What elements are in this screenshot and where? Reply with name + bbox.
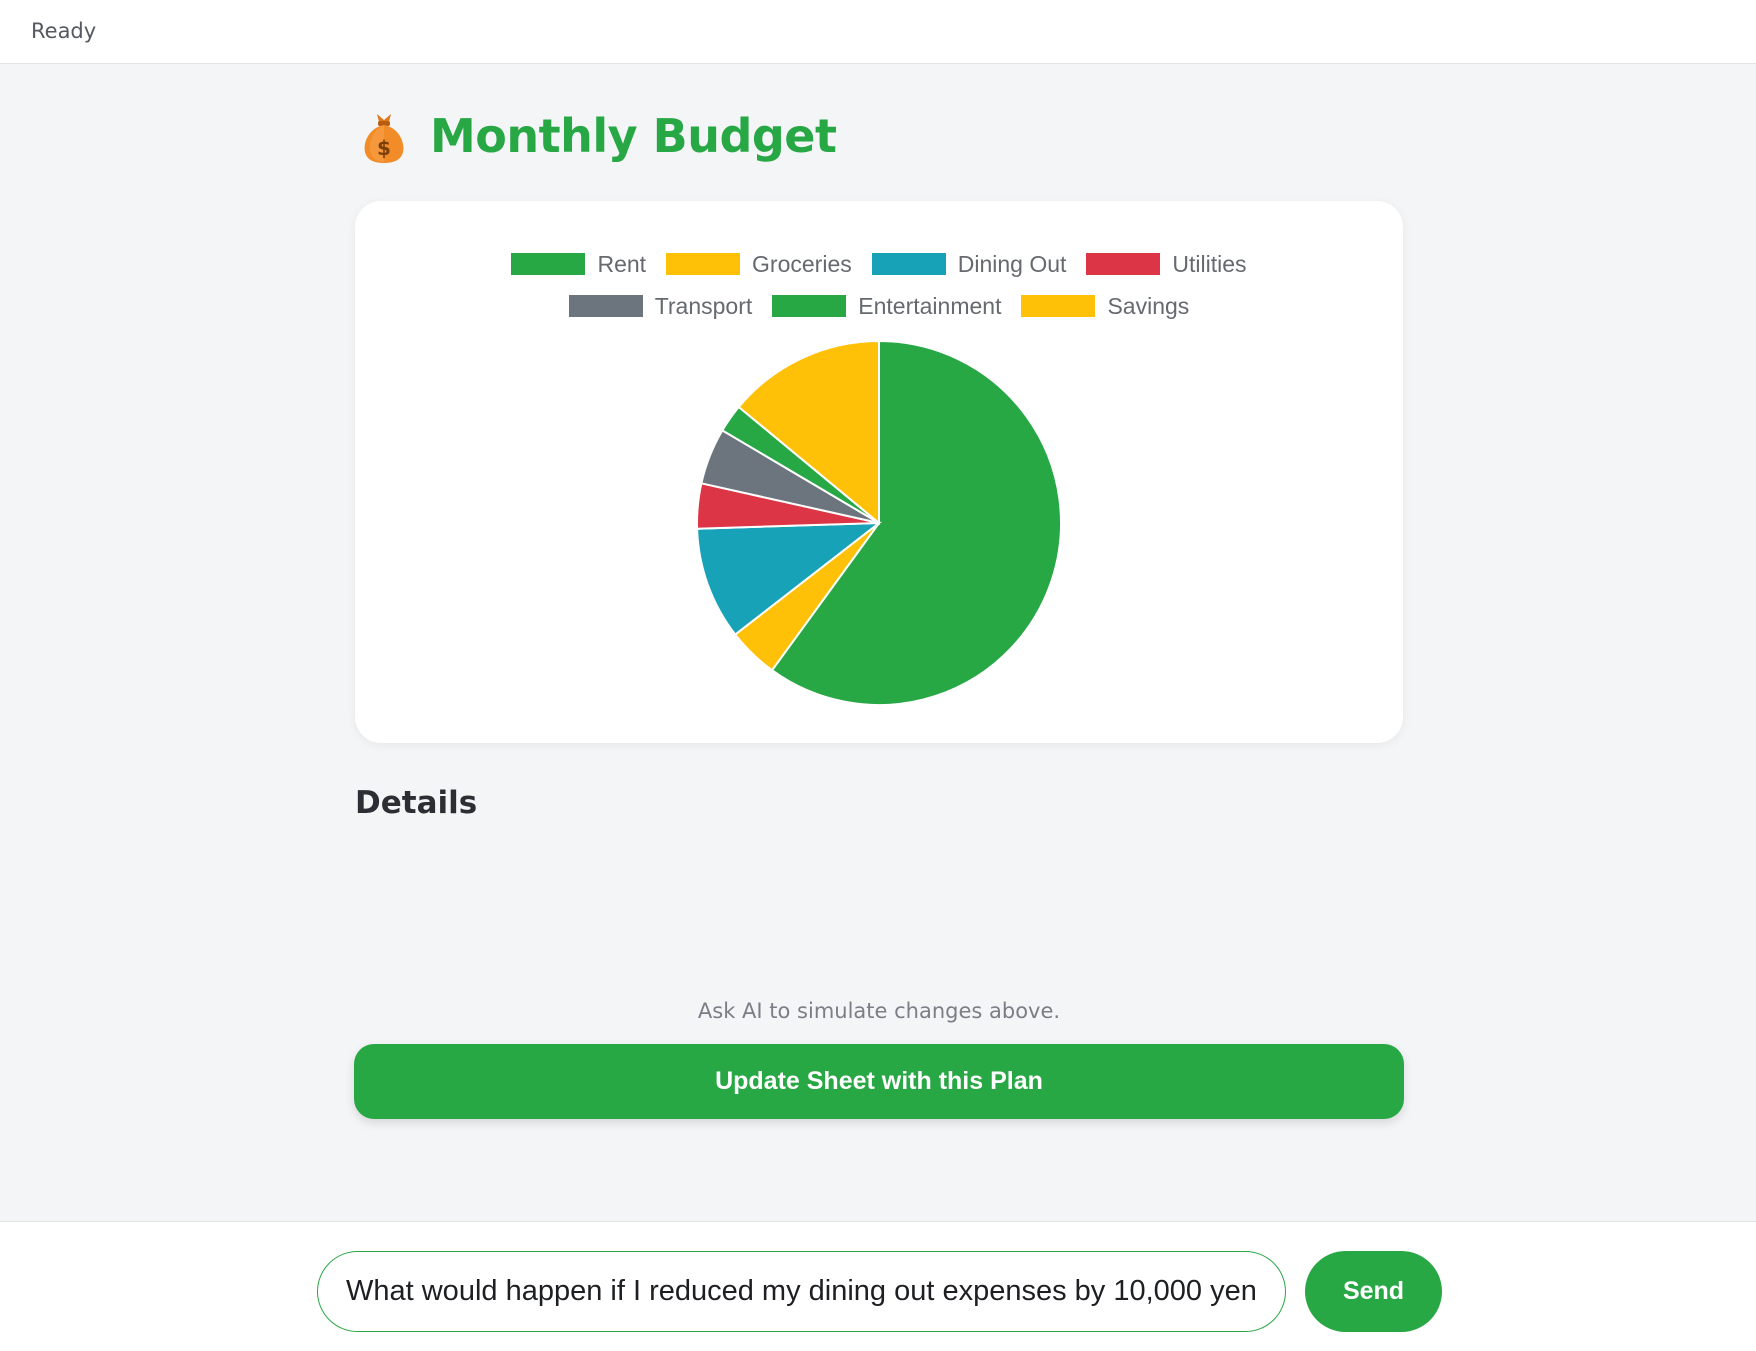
legend-swatch [871,253,946,275]
legend-item[interactable]: Savings [1021,291,1189,321]
chat-bar: Send [0,1221,1756,1351]
legend-label: Dining Out [957,250,1067,277]
legend-item[interactable]: Transport [568,291,753,321]
legend-swatch [568,295,643,317]
svg-text:$: $ [377,136,391,160]
pie-chart [696,339,1062,706]
legend-item[interactable]: Dining Out [871,249,1067,279]
legend-label: Entertainment [858,292,1002,319]
legend-label: Rent [597,250,647,277]
page-title: Monthly Budget [430,109,837,163]
pie-slice-savings[interactable] [737,339,880,526]
legend-swatch [666,253,741,275]
legend-item[interactable]: Groceries [666,249,852,279]
status-text: Ready [31,19,97,43]
legend-swatch [1021,295,1096,317]
chat-input[interactable] [317,1251,1286,1332]
send-button[interactable]: Send [1305,1251,1442,1332]
chart-legend: Rent Groceries Dining Out Utilities Transpor… [355,249,1403,321]
legend-item[interactable]: Entertainment [772,291,1001,321]
legend-label: Utilities [1172,250,1247,277]
legend-label: Groceries [752,250,852,277]
chart-card: Rent Groceries Dining Out Utilities Transpor… [355,201,1403,743]
page-header: $ Monthly Budget [360,106,837,166]
money-bag-icon: $ [360,108,408,164]
pie-slice-rent[interactable] [770,339,1062,706]
top-status-bar: Ready [0,0,1756,64]
pie-slice-dining-out[interactable] [696,521,883,636]
update-sheet-button[interactable]: Update Sheet with this Plan [354,1044,1404,1119]
legend-swatch [772,295,847,317]
legend-label: Transport [654,292,753,319]
legend-swatch [511,253,586,275]
legend-item[interactable]: Rent [511,249,646,279]
ai-hint-text: Ask AI to simulate changes above. [697,999,1061,1023]
legend-item[interactable]: Utilities [1086,249,1247,279]
details-heading: Details [355,785,478,821]
legend-label: Savings [1107,292,1190,319]
legend-swatch [1086,253,1161,275]
